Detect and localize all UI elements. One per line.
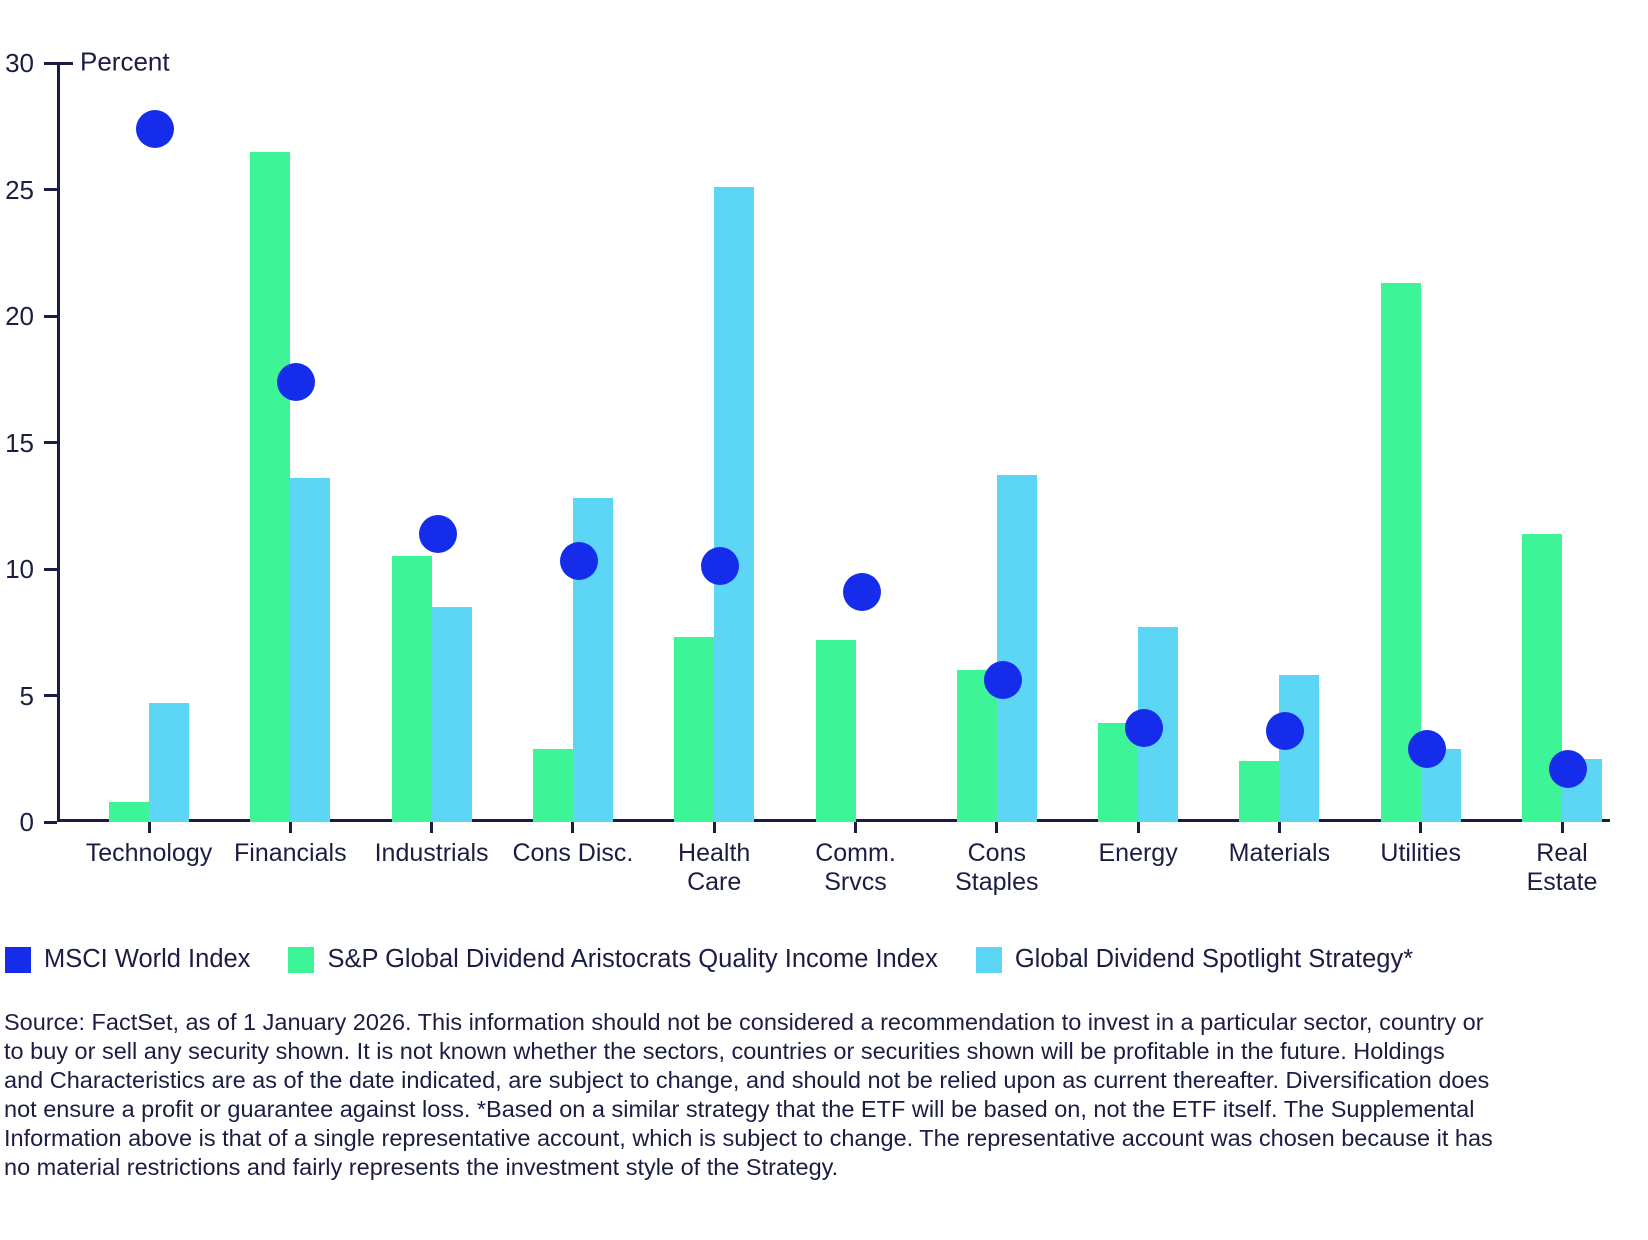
bar-aristocrats-index: [1239, 761, 1280, 822]
bar-aristocrats-index: [109, 801, 149, 822]
x-tick-mark: [288, 822, 292, 833]
x-category-label: Health Care: [678, 839, 751, 896]
bar-aristocrats-index: [391, 556, 432, 822]
msci-world-index-dot: [701, 547, 740, 586]
x-category-label: Cons Staples: [955, 839, 1039, 896]
legend-item-aristocrats-index: S&P Global Dividend Aristocrats Quality …: [288, 945, 938, 974]
msci-world-index-dot: [983, 661, 1022, 700]
y-tick-label: 5: [19, 680, 34, 711]
source-footnote: Source: FactSet, as of 1 January 2026. T…: [4, 1009, 1493, 1180]
x-tick-mark: [854, 822, 857, 833]
msci-world-index-dot: [1266, 711, 1305, 750]
msci-world-index-dot: [1407, 729, 1446, 768]
y-tick-label: 25: [5, 174, 34, 205]
bar-spotlight-strategy: [149, 703, 189, 822]
y-tick-mark: [44, 314, 57, 318]
bar-spotlight-strategy: [714, 186, 755, 822]
x-tick-mark: [1419, 822, 1423, 833]
legend-item-msci-world-index: MSCI World Index: [5, 945, 250, 974]
bar-spotlight-strategy: [290, 477, 331, 822]
msci-world-index-dot: [418, 514, 457, 553]
x-category-label: Utilities: [1380, 839, 1461, 867]
x-category-label: Comm. Srvcs: [815, 839, 896, 896]
msci-world-index-dot: [842, 572, 881, 611]
y-axis-title: Percent: [80, 46, 170, 77]
msci-world-index-dot: [1549, 749, 1587, 788]
bar-spotlight-strategy: [431, 606, 472, 822]
msci-world-index-dot: [136, 109, 174, 148]
y-tick-label: 30: [5, 48, 34, 78]
bar-aristocrats-index: [250, 151, 291, 822]
bar-aristocrats-index: [956, 670, 997, 822]
y-tick-mark: [44, 694, 57, 697]
msci-world-index-dot: [277, 362, 316, 401]
legend-label-spotlight-strategy: Global Dividend Spotlight Strategy*: [1014, 945, 1414, 973]
x-tick-mark: [712, 822, 716, 833]
msci-world-index-dot: [1125, 709, 1164, 748]
x-tick-mark: [1277, 822, 1281, 833]
legend-swatch-msci-world-index: [5, 946, 31, 973]
y-tick-label: 0: [19, 807, 34, 837]
y-tick-mark: [44, 567, 57, 571]
x-tick-mark: [147, 822, 151, 833]
y-tick-mark: [44, 188, 57, 191]
x-category-label: Financials: [234, 839, 347, 867]
bar-spotlight-strategy: [996, 475, 1037, 822]
x-tick-mark: [430, 822, 434, 833]
legend-swatch-aristocrats-index: [288, 946, 315, 973]
x-tick-mark: [1136, 822, 1140, 833]
bar-aristocrats-index: [1380, 283, 1421, 822]
msci-world-index-dot: [559, 542, 598, 581]
x-tick-mark: [1560, 822, 1564, 833]
legend-label-aristocrats-index: S&P Global Dividend Aristocrats Quality …: [327, 945, 938, 973]
y-tick-label: 15: [5, 427, 34, 458]
legend-item-spotlight-strategy: Global Dividend Spotlight Strategy*: [975, 945, 1414, 974]
x-category-label: Materials: [1228, 839, 1331, 867]
legend: MSCI World Index S&P Global Dividend Ari…: [5, 945, 1413, 974]
x-category-label: Technology: [85, 839, 213, 867]
bar-aristocrats-index: [815, 639, 856, 822]
legend-swatch-spotlight-strategy: [975, 946, 1002, 973]
y-tick-mark: [44, 820, 57, 824]
legend-label-msci-world-index: MSCI World Index: [44, 945, 251, 973]
x-tick-mark: [995, 822, 999, 833]
bar-aristocrats-index: [674, 637, 715, 822]
bar-aristocrats-index: [532, 748, 573, 822]
y-tick-label: 20: [5, 301, 34, 331]
x-category-label: Energy: [1098, 839, 1178, 867]
y-tick-mark: [44, 441, 57, 444]
sector-allocation-chart-plot-area: Percent 0 5 10 15 20 25 30 Technology Financials…: [5, 46, 1610, 896]
y-tick-label: 10: [5, 554, 34, 584]
x-category-label: Real Estate: [1526, 839, 1598, 896]
x-tick-mark: [571, 822, 575, 833]
x-category-label: Cons Disc.: [512, 839, 634, 867]
y-tick-mark: [44, 61, 73, 65]
x-category-label: Industrials: [374, 839, 489, 867]
